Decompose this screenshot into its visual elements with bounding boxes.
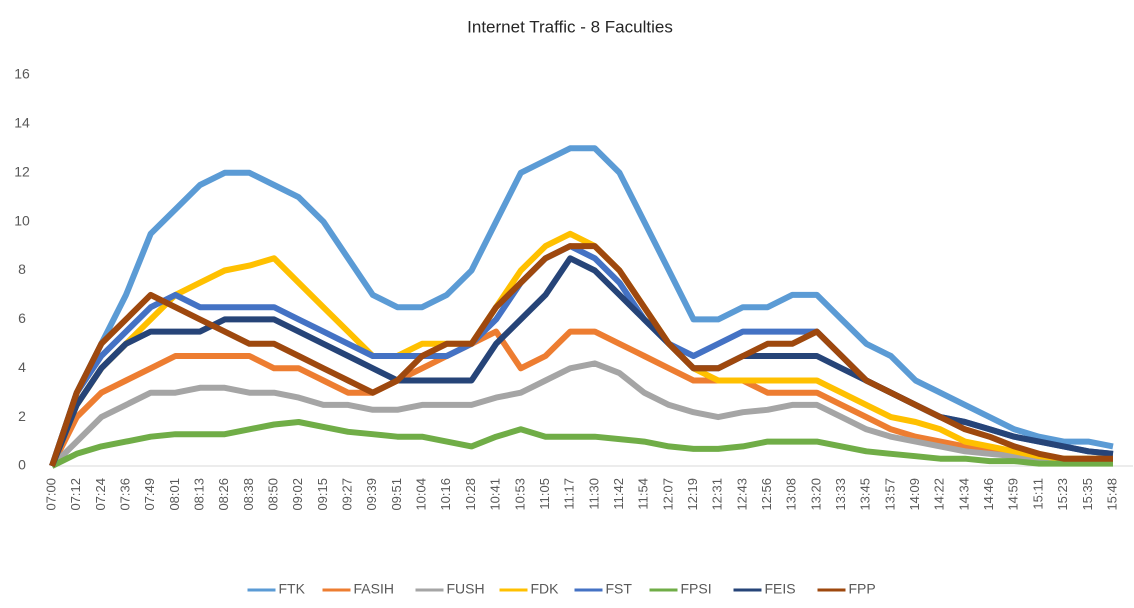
x-tick-label: 12:19 <box>685 478 700 511</box>
x-tick-label: 10:28 <box>463 478 478 511</box>
y-tick-label: 8 <box>18 261 26 277</box>
x-tick-label: 07:24 <box>93 478 108 511</box>
x-tick-label: 08:38 <box>241 478 256 511</box>
x-tick-label: 08:13 <box>191 478 206 511</box>
series-line <box>50 419 1113 469</box>
y-tick-label: 6 <box>18 310 26 326</box>
x-tick-label: 14:34 <box>956 478 971 511</box>
series-line <box>49 230 1113 468</box>
y-tick-label: 14 <box>14 115 30 131</box>
x-tick-label: 09:39 <box>364 478 379 511</box>
x-tick-label: 13:20 <box>808 478 823 511</box>
x-tick-label: 08:26 <box>216 478 231 511</box>
y-tick-label: 2 <box>18 408 26 424</box>
x-tick-label: 07:36 <box>117 478 132 511</box>
x-tick-label: 07:49 <box>142 478 157 511</box>
x-tick-label: 14:59 <box>1006 478 1021 511</box>
legend-label: FDK <box>531 581 560 597</box>
series-line <box>49 145 1114 467</box>
legend-label: FASIH <box>354 581 394 597</box>
x-tick-label: 11:42 <box>611 478 626 510</box>
legend-label: FUSH <box>447 581 485 597</box>
y-tick-label: 4 <box>18 359 26 375</box>
x-tick-label: 14:09 <box>907 478 922 511</box>
legend-label: FPP <box>849 581 876 597</box>
x-tick-label: 08:01 <box>167 478 182 511</box>
series-line <box>49 328 1113 468</box>
x-tick-label: 12:07 <box>660 478 675 511</box>
legend-label: FEIS <box>765 581 796 597</box>
x-tick-label: 09:51 <box>389 478 404 511</box>
series-line <box>49 360 1113 469</box>
x-tick-label: 13:33 <box>833 478 848 511</box>
x-tick-label: 15:35 <box>1080 478 1095 511</box>
x-tick-label: 13:45 <box>858 478 873 511</box>
x-tick-label: 09:27 <box>340 478 355 511</box>
legend-label: FTK <box>279 581 306 597</box>
x-tick-label: 10:41 <box>488 478 503 511</box>
x-tick-label: 14:46 <box>981 478 996 511</box>
x-tick-label: 11:17 <box>562 478 577 510</box>
y-tick-label: 16 <box>14 66 30 82</box>
y-tick-label: 12 <box>14 163 30 179</box>
x-tick-label: 12:43 <box>734 478 749 511</box>
x-tick-label: 14:22 <box>932 478 947 511</box>
x-tick-label: 09:15 <box>315 478 330 511</box>
x-tick-label: 11:30 <box>586 478 601 510</box>
x-tick-label: 07:12 <box>68 478 83 511</box>
x-tick-label: 12:31 <box>710 478 725 511</box>
x-tick-label: 07:00 <box>43 478 58 511</box>
x-tick-label: 10:53 <box>512 478 527 511</box>
x-tick-label: 09:02 <box>290 478 305 511</box>
legend-label: FST <box>606 581 633 597</box>
x-tick-label: 10:04 <box>414 478 429 511</box>
chart-title: Internet Traffic - 8 Faculties <box>467 17 673 36</box>
x-tick-label: 13:57 <box>882 478 897 511</box>
y-tick-label: 0 <box>18 457 26 473</box>
y-tick-label: 10 <box>14 212 30 228</box>
x-tick-label: 15:11 <box>1030 478 1045 510</box>
legend: FTK FASIH FUSH FDK FST FPSI FEIS FPP <box>247 581 876 597</box>
x-tick-label: 15:23 <box>1055 478 1070 511</box>
x-tick-label: 12:56 <box>759 478 774 511</box>
x-tick-label: 13:08 <box>784 478 799 511</box>
series-line <box>49 243 1113 467</box>
x-tick-label: 10:16 <box>438 478 453 511</box>
legend-label: FPSI <box>681 581 712 597</box>
x-tick-label: 11:54 <box>636 478 651 510</box>
x-tick-label: 11:05 <box>537 478 552 510</box>
x-tick-label: 08:50 <box>266 478 281 511</box>
x-tick-label: 15:48 <box>1104 478 1119 511</box>
